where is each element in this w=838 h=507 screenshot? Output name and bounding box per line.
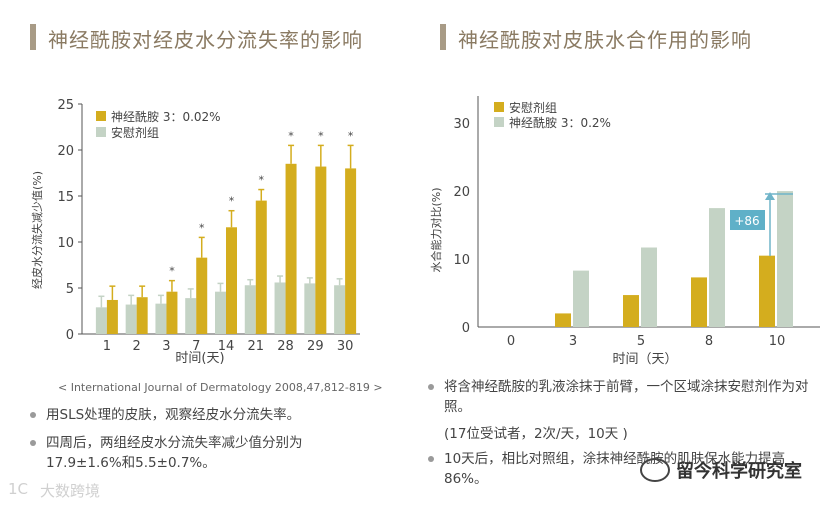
left-legend-swatch-placebo (96, 127, 106, 137)
left-y-label: 经皮水分流失减少值(%) (30, 171, 44, 289)
significance-star: * (318, 129, 324, 142)
watermark-corner: 大数跨境 (40, 482, 101, 500)
left-bullet-2-text: 四周后，两组经皮水分流失率减少值分别为17.9±1.6%和5.5±0.7%。 (46, 435, 303, 471)
left-bullet-2: 四周后，两组经皮水分流失率减少值分别为17.9±1.6%和5.5±0.7%。 (30, 433, 375, 473)
left-x-label: 时间(天) (175, 351, 224, 366)
annotation-box (730, 210, 765, 230)
annotation-label: +86 (734, 214, 759, 228)
left-x-tick-label: 29 (307, 339, 324, 354)
left-legend-ceramide: 神经酰胺 3：0.02% (111, 110, 221, 124)
left-bar (196, 257, 208, 334)
left-bullet-1: 用SLS处理的皮肤，观察经皮水分流失率。 (30, 405, 375, 425)
left-x-tick-label: 30 (337, 339, 354, 354)
left-bar (106, 299, 118, 334)
right-bullet-2-text: 10天后，相比对照组，涂抹神经酰胺的肌肤保水能力提高86%。 (444, 451, 786, 487)
significance-star: * (199, 221, 205, 234)
left-bar (334, 285, 346, 334)
left-legend-placebo: 安慰剂组 (111, 125, 159, 140)
right-y-tick-label: 10 (453, 253, 470, 268)
bullet-dot (428, 456, 434, 462)
right-x-label: 时间（天） (612, 352, 677, 367)
left-title-bar (30, 24, 36, 50)
right-bar (777, 191, 793, 327)
left-bar (166, 291, 178, 334)
right-legend-ceramide: 神经酰胺 3：0.2% (509, 116, 611, 130)
left-x-tick-label: 3 (162, 339, 170, 354)
left-bar (125, 304, 137, 334)
right-bullet-2: 10天后，相比对照组，涂抹神经酰胺的肌肤保水能力提高86%。 (428, 449, 818, 489)
bullet-dot (428, 384, 434, 390)
left-bar (95, 307, 107, 334)
left-legend-swatch-ceramide (96, 111, 106, 121)
bullet-dot (30, 412, 36, 418)
left-x-tick-label: 7 (192, 339, 200, 354)
right-y-tick-label: 0 (462, 321, 470, 336)
right-x-tick-label: 10 (769, 334, 786, 349)
bullet-dot (30, 440, 36, 446)
right-legend-placebo: 安慰剂组 (509, 100, 557, 115)
right-y-label: 水合能力对比(%) (429, 187, 443, 272)
left-chart: 经皮水分流失减少值(%) 时间(天) 神经酰胺 3：0.02% 安慰剂组 0 5 1… (30, 98, 360, 366)
right-bar (641, 247, 657, 327)
right-x-tick-label: 8 (705, 334, 713, 349)
right-bar (759, 255, 775, 327)
left-bar (244, 285, 256, 334)
significance-star: * (348, 129, 354, 142)
right-y-tick-label: 20 (453, 185, 470, 200)
left-bar (255, 200, 267, 334)
left-y-tick-label: 25 (57, 98, 74, 113)
right-bullet-1-text: 将含神经酰胺的乳液涂抹于前臂，一个区域涂抹安慰剂作为对照。 (444, 379, 809, 415)
left-bar (274, 282, 286, 334)
significance-star: * (288, 129, 294, 142)
left-y-tick-label: 0 (66, 328, 74, 343)
right-legend-swatch-placebo (494, 102, 504, 112)
increase-annotation: +86 (730, 192, 793, 256)
significance-star: * (259, 174, 265, 187)
right-bar (555, 313, 571, 327)
right-legend-swatch-ceramide (494, 117, 504, 127)
left-bar (215, 291, 226, 334)
right-bar (691, 277, 707, 327)
right-bullet-1: 将含神经酰胺的乳液涂抹于前臂，一个区域涂抹安慰剂作为对照。 (428, 377, 818, 417)
left-bar (315, 166, 327, 334)
right-bar (709, 208, 725, 327)
left-bar (285, 163, 297, 334)
watermark-brand: 留今科学研究室 (676, 461, 802, 482)
left-bullet-1-text: 用SLS处理的皮肤，观察经皮水分流失率。 (46, 407, 301, 423)
right-x-tick-label: 3 (569, 334, 577, 349)
left-x-tick-label: 21 (248, 339, 265, 354)
right-x-tick-label: 5 (637, 334, 645, 349)
right-note: (17位受试者，2次/天，10天 ) (444, 426, 628, 442)
right-chart: 水合能力对比(%) 时间（天） 安慰剂组 神经酰胺 3：0.2% 0102030… (429, 96, 820, 367)
left-y-tick-label: 15 (57, 190, 74, 205)
right-bar (623, 295, 639, 327)
right-title-bar (440, 24, 446, 50)
annotation-arrowhead (765, 192, 775, 200)
left-y-tick-label: 10 (57, 236, 74, 251)
left-y-tick-label: 5 (66, 282, 74, 297)
left-bar (226, 227, 237, 334)
left-bar (155, 303, 167, 334)
left-bar (345, 168, 357, 334)
left-x-tick-label: 2 (133, 339, 141, 354)
left-bar (136, 297, 148, 334)
left-x-tick-label: 1 (103, 339, 111, 354)
significance-star: * (169, 265, 175, 278)
right-x-tick-label: 0 (507, 334, 515, 349)
right-chart-title: 神经酰胺对皮肤水合作用的影响 (458, 28, 752, 52)
left-x-tick-label: 28 (277, 339, 294, 354)
significance-star: * (229, 195, 235, 208)
right-bar (573, 270, 589, 327)
left-chart-title: 神经酰胺对经皮水分流失率的影响 (48, 28, 363, 52)
right-y-tick-label: 30 (453, 117, 470, 132)
left-y-tick-label: 20 (57, 144, 74, 159)
left-x-tick-label: 14 (218, 339, 235, 354)
watermark-prefix: 1C (8, 480, 29, 498)
left-bar (185, 298, 197, 334)
wechat-icon (640, 458, 670, 482)
left-reference: < International Journal of Dermatology 2… (58, 381, 383, 394)
left-bar (304, 283, 316, 334)
